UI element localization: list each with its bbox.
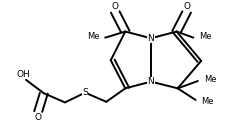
Text: Me: Me: [198, 32, 211, 41]
Text: N: N: [147, 34, 154, 43]
Text: OH: OH: [17, 70, 30, 79]
Text: Me: Me: [86, 32, 99, 41]
Text: Me: Me: [201, 97, 213, 106]
Text: O: O: [111, 2, 118, 11]
Text: O: O: [35, 113, 42, 122]
Text: O: O: [182, 2, 189, 11]
Text: N: N: [147, 77, 154, 86]
Text: Me: Me: [203, 75, 215, 84]
Text: S: S: [82, 88, 88, 97]
